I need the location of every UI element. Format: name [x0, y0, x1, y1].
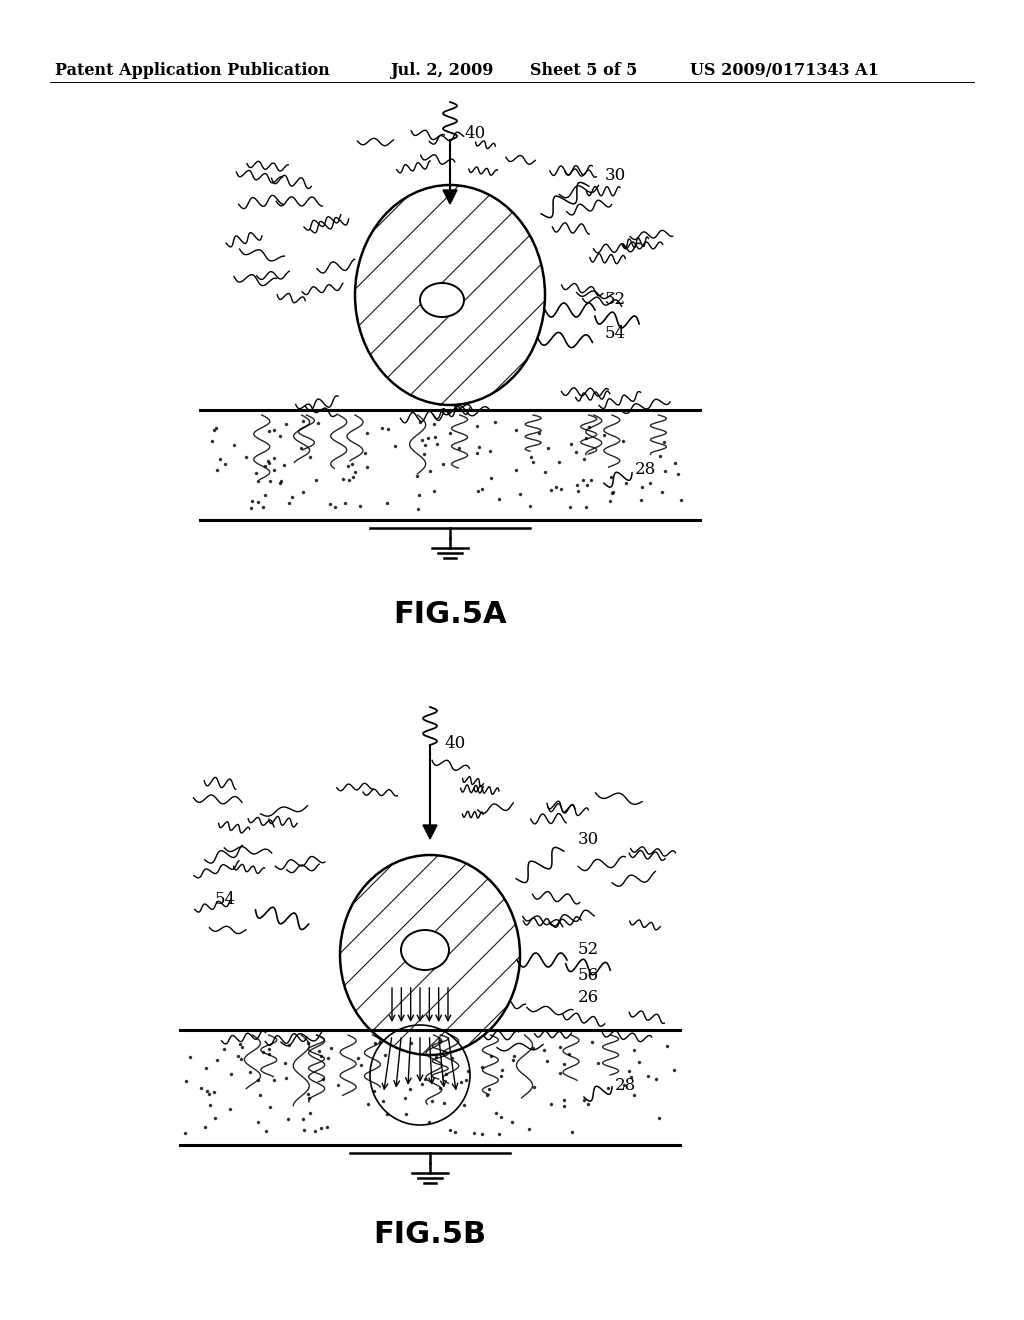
Polygon shape: [423, 825, 437, 840]
Text: Sheet 5 of 5: Sheet 5 of 5: [530, 62, 637, 79]
Text: 30: 30: [605, 166, 627, 183]
Ellipse shape: [401, 931, 449, 970]
Text: 28: 28: [635, 462, 656, 479]
Polygon shape: [443, 190, 457, 205]
Text: Patent Application Publication: Patent Application Publication: [55, 62, 330, 79]
Text: 30: 30: [578, 832, 599, 849]
Text: 54: 54: [605, 325, 626, 342]
Text: Jul. 2, 2009: Jul. 2, 2009: [390, 62, 494, 79]
Text: 54: 54: [215, 891, 237, 908]
Text: FIG.5A: FIG.5A: [393, 601, 507, 630]
Ellipse shape: [355, 185, 545, 405]
Ellipse shape: [340, 855, 520, 1055]
Text: 52: 52: [578, 941, 599, 958]
Ellipse shape: [420, 282, 464, 317]
Text: 28: 28: [615, 1077, 636, 1093]
Text: FIG.5B: FIG.5B: [374, 1220, 486, 1249]
Text: 52: 52: [605, 292, 626, 309]
Text: 40: 40: [464, 125, 485, 143]
Text: US 2009/0171343 A1: US 2009/0171343 A1: [690, 62, 879, 79]
Text: 56: 56: [578, 966, 599, 983]
Text: 40: 40: [444, 735, 465, 752]
Text: 26: 26: [578, 989, 599, 1006]
